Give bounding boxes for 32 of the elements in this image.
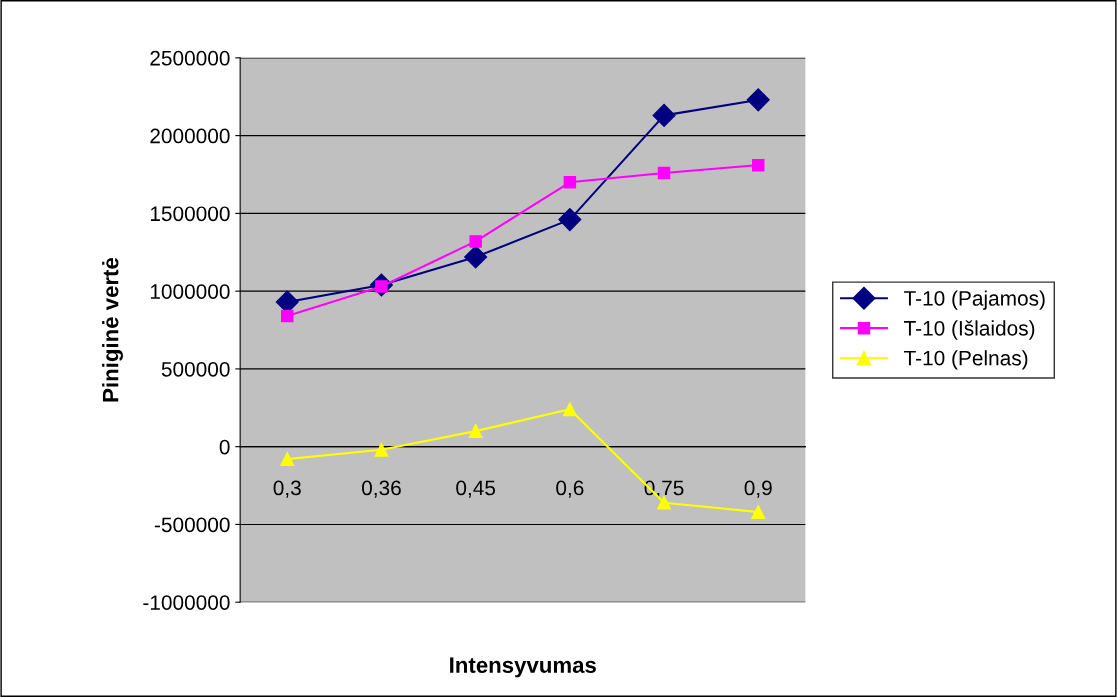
y-tick-label: 1000000	[150, 284, 230, 299]
point	[746, 88, 770, 112]
x-tick-label: 0,9	[744, 480, 772, 498]
y-tick-label: 0	[219, 439, 230, 455]
y-tick-label: -500000	[154, 517, 230, 533]
point	[468, 424, 483, 439]
legend-label: T-10 (Išlaidos)	[904, 320, 1035, 340]
point	[280, 452, 295, 467]
point	[558, 208, 582, 232]
point	[374, 442, 389, 457]
x-tick-label: 0,36	[362, 480, 401, 498]
x-tick-label: 0,3	[273, 480, 301, 498]
point	[469, 235, 482, 248]
point	[752, 158, 765, 172]
point	[657, 166, 671, 180]
point	[464, 245, 488, 269]
point	[562, 402, 577, 417]
point	[563, 176, 577, 189]
legend-label: T-10 (Pelnas)	[904, 350, 1028, 370]
x-tick-label: 0,45	[456, 480, 496, 498]
y-tick-label: 2000000	[150, 128, 230, 144]
x-axis-title: Intensyvumas	[450, 657, 596, 678]
legend-label: T-10 (Pajamos)	[904, 290, 1045, 310]
y-tick-label: -1000000	[143, 595, 230, 610]
point	[652, 103, 676, 127]
y-tick-label: 1500000	[150, 206, 230, 222]
y-axis-title: Piniginė vertė	[102, 257, 123, 402]
y-tick-label: 2500000	[150, 50, 230, 66]
point	[751, 505, 766, 519]
y-tick-label: 500000	[161, 361, 230, 377]
x-tick-label: 0,6	[556, 480, 584, 498]
point	[281, 309, 294, 323]
